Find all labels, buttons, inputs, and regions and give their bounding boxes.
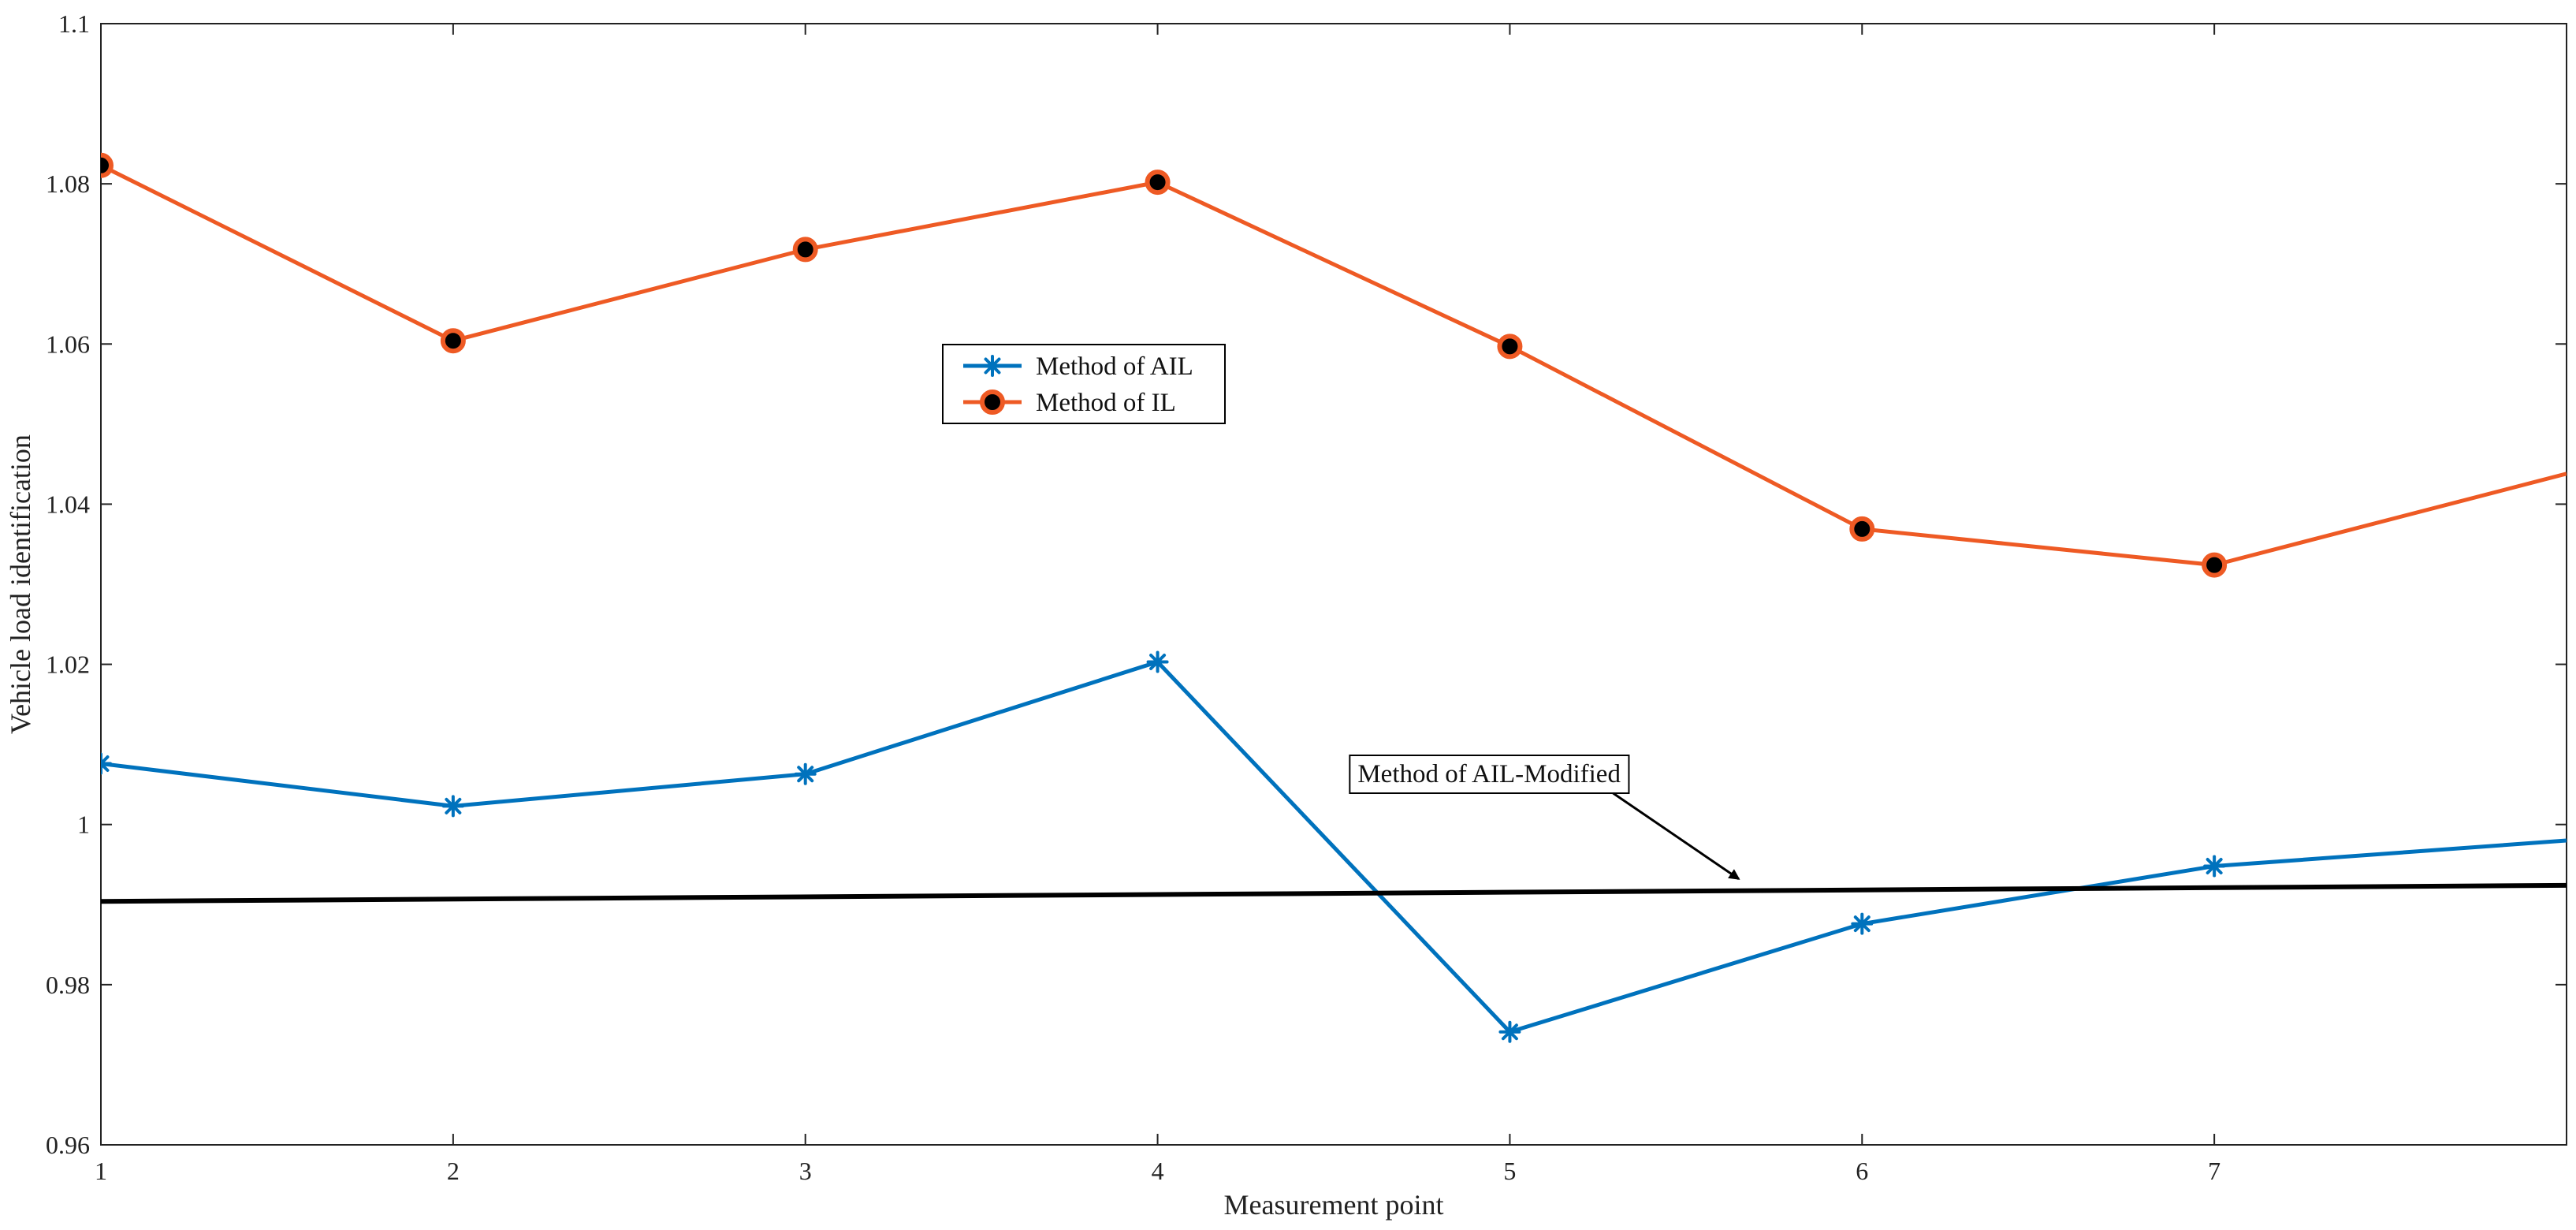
data-point-stroke xyxy=(101,755,110,766)
data-point-stroke xyxy=(101,761,110,773)
data-point-stroke xyxy=(1853,915,1871,933)
legend: Method of AIL Method of IL xyxy=(942,344,1226,424)
series-line-1 xyxy=(101,660,2567,1034)
y-axis-label: Vehicle load identification xyxy=(5,434,36,734)
data-point-stroke xyxy=(2206,858,2223,875)
data-point xyxy=(794,762,817,785)
series-1 xyxy=(101,650,2567,1043)
legend-marker xyxy=(981,355,1003,377)
y-tick-label: 0.98 xyxy=(46,971,90,999)
x-tick-label: 1 xyxy=(95,1157,107,1185)
x-axis-label: Measurement point xyxy=(1224,1189,1444,1221)
data-point-stroke xyxy=(1501,1023,1518,1041)
legend-label: Method of IL xyxy=(1036,389,1176,417)
y-tick-label: 1.04 xyxy=(46,490,90,518)
series-3 xyxy=(101,882,2567,904)
data-point xyxy=(1498,1020,1521,1043)
data-point-stroke xyxy=(1149,654,1167,671)
y-tick-label: 1.1 xyxy=(58,9,90,38)
legend-label: Method of AIL xyxy=(1036,352,1193,381)
x-tick-label: 7 xyxy=(2208,1157,2220,1185)
data-point xyxy=(1851,912,1874,935)
legend-entry-1: Method of AIL xyxy=(963,352,1193,381)
data-point xyxy=(1849,516,1875,542)
data-point xyxy=(1146,650,1169,673)
y-tick-label: 1 xyxy=(77,811,90,839)
axes: 1 2 3 4 5 6 7 0.96 0.98 1 1.02 1.04 1.06 1.08 1.1 Measu… xyxy=(5,9,2567,1221)
data-point-stroke xyxy=(445,797,462,814)
x-tick-label: 3 xyxy=(799,1157,812,1185)
x-tick-label: 4 xyxy=(1152,1157,1164,1185)
y-tick-label: 0.96 xyxy=(46,1131,90,1159)
data-point-stroke xyxy=(797,766,814,783)
y-tick-label: 1.08 xyxy=(46,170,90,198)
annotation-text: Method of AIL-Modified xyxy=(1357,760,1621,788)
data-point xyxy=(440,328,466,354)
data-point xyxy=(792,237,818,263)
x-tick-label: 5 xyxy=(1503,1157,1516,1185)
data-point xyxy=(101,152,114,178)
plot-frame xyxy=(100,23,2567,1146)
series-2 xyxy=(101,152,2567,578)
data-point xyxy=(2203,855,2226,878)
annotation-arrow xyxy=(1612,792,1740,881)
series-layer xyxy=(101,152,2567,1043)
legend-entry-2: Method of IL xyxy=(963,389,1176,417)
data-point xyxy=(441,795,464,818)
data-point xyxy=(101,752,112,775)
y-tick-label: 1.02 xyxy=(46,650,90,679)
legend-marker xyxy=(980,390,1005,415)
x-tick-label: 6 xyxy=(1856,1157,1868,1185)
data-point xyxy=(1145,170,1171,196)
legend-marker-stroke xyxy=(984,357,1001,375)
data-point xyxy=(1497,334,1523,360)
series-line-2 xyxy=(101,163,2567,568)
data-point xyxy=(2202,552,2228,578)
x-tick-label: 2 xyxy=(447,1157,460,1185)
series-line-3 xyxy=(101,882,2567,904)
y-tick-label: 1.06 xyxy=(46,330,90,358)
annotation: Method of AIL-Modified xyxy=(1349,755,1740,881)
annotation-box xyxy=(1349,755,1630,795)
